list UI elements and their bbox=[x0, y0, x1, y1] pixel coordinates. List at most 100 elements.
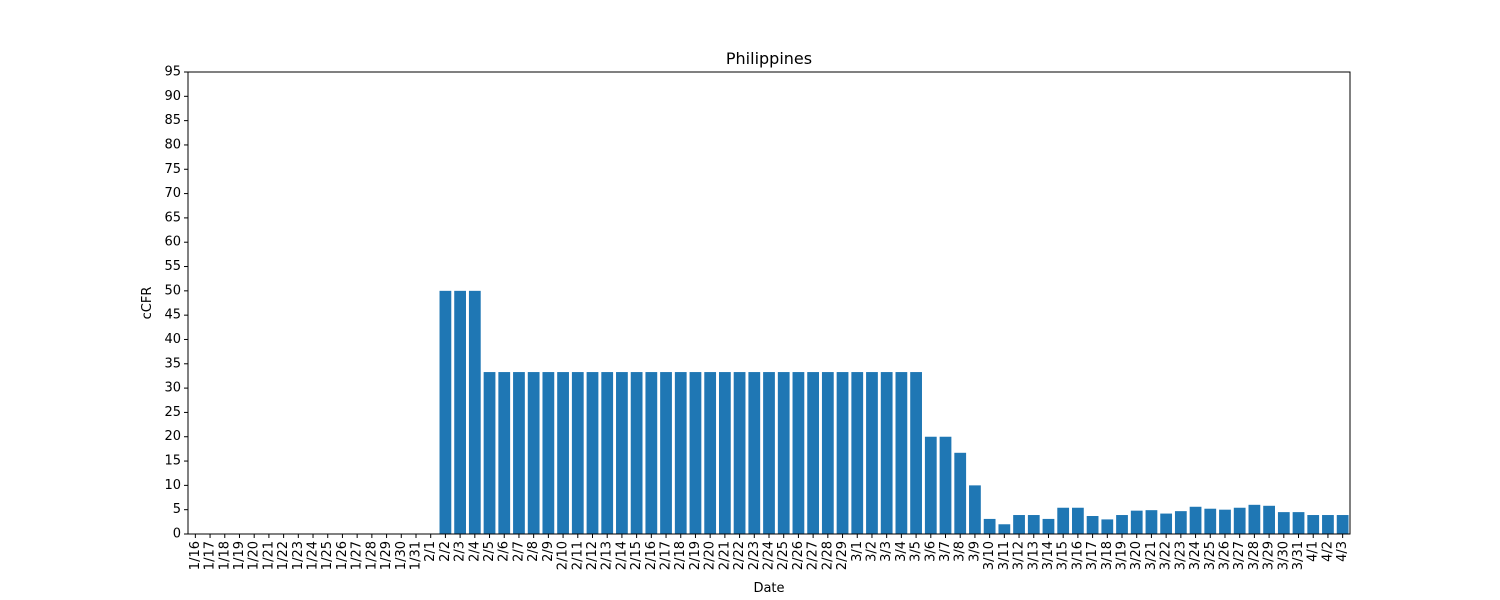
bar-3-24 bbox=[1189, 506, 1202, 534]
bar-3-27 bbox=[1233, 507, 1246, 534]
x-tick-label: 3/4 bbox=[894, 541, 909, 562]
x-tick-label: 1/24 bbox=[306, 541, 321, 570]
x-tick-label: 2/29 bbox=[835, 541, 850, 570]
x-tick-label: 3/10 bbox=[982, 541, 997, 570]
y-tick-label: 20 bbox=[164, 429, 181, 444]
bars-group bbox=[439, 290, 1349, 534]
x-tick-label: 3/6 bbox=[923, 541, 938, 562]
x-tick-label: 3/7 bbox=[938, 541, 953, 562]
x-tick-label: 3/23 bbox=[1173, 541, 1188, 570]
bar-3-14 bbox=[1042, 518, 1055, 534]
x-tick-label: 2/4 bbox=[467, 541, 482, 562]
bar-2-12 bbox=[586, 372, 599, 534]
bar-4-1 bbox=[1307, 515, 1320, 534]
bar-2-7 bbox=[513, 372, 525, 534]
bar-3-20 bbox=[1130, 510, 1143, 534]
x-tick-label: 3/13 bbox=[1026, 541, 1041, 570]
bar-3-12 bbox=[1013, 515, 1025, 534]
y-tick-label: 0 bbox=[173, 527, 181, 542]
x-tick-label: 3/12 bbox=[1012, 541, 1027, 570]
bar-2-11 bbox=[571, 372, 584, 534]
bar-2-5 bbox=[483, 372, 496, 534]
bar-2-20 bbox=[704, 372, 717, 534]
x-tick-label: 2/28 bbox=[820, 541, 835, 570]
x-tick-label: 2/14 bbox=[614, 541, 629, 570]
bar-2-28 bbox=[821, 372, 834, 534]
y-tick-label: 40 bbox=[164, 332, 181, 347]
bar-3-11 bbox=[998, 524, 1011, 534]
x-tick-label: 3/31 bbox=[1291, 541, 1306, 570]
bar-2-27 bbox=[807, 372, 820, 534]
bar-3-29 bbox=[1263, 505, 1275, 534]
bar-3-10 bbox=[983, 518, 996, 534]
x-tick-label: 2/27 bbox=[806, 541, 821, 570]
bar-3-1 bbox=[851, 372, 864, 534]
x-tick-label: 3/29 bbox=[1262, 541, 1277, 570]
x-tick-label: 1/29 bbox=[379, 541, 394, 570]
bar-2-14 bbox=[616, 372, 628, 534]
x-tick-label: 2/9 bbox=[541, 541, 556, 562]
x-tick-label: 2/8 bbox=[526, 541, 541, 562]
bar-3-9 bbox=[969, 485, 981, 534]
bar-3-17 bbox=[1086, 516, 1099, 534]
bar-2-8 bbox=[527, 372, 540, 534]
bar-3-21 bbox=[1145, 510, 1158, 534]
y-tick-label: 95 bbox=[164, 65, 181, 80]
x-tick-label: 3/28 bbox=[1247, 541, 1262, 570]
x-axis: 1/16 1/17 1/18 1/19 1/20 1/21 1/22 1/23 1/24 1/25… bbox=[188, 534, 1350, 570]
bar-3-8 bbox=[954, 452, 967, 534]
x-tick-label: 2/20 bbox=[703, 541, 718, 570]
bar-2-9 bbox=[542, 372, 555, 534]
x-tick-label: 2/3 bbox=[453, 541, 468, 562]
x-tick-label: 1/16 bbox=[188, 541, 203, 570]
y-axis: 0 5 10 15 20 25 30 35 40 45 50 55 60 65 70 75 80 85 90 95 bbox=[164, 65, 188, 542]
x-tick-label: 3/1 bbox=[850, 541, 865, 562]
x-tick-label: 3/26 bbox=[1217, 541, 1232, 570]
bar-2-23 bbox=[748, 372, 761, 534]
x-axis-title: Date bbox=[753, 581, 784, 596]
bar-2-6 bbox=[498, 372, 511, 534]
bar-3-28 bbox=[1248, 504, 1261, 534]
bar-2-24 bbox=[763, 372, 775, 534]
x-tick-label: 2/13 bbox=[600, 541, 615, 570]
y-tick-label: 35 bbox=[164, 356, 181, 371]
x-tick-label: 3/14 bbox=[1041, 541, 1056, 570]
x-tick-label: 3/9 bbox=[967, 541, 982, 562]
bar-2-3 bbox=[454, 290, 466, 534]
x-tick-label: 2/26 bbox=[791, 541, 806, 570]
y-tick-label: 10 bbox=[164, 478, 181, 493]
bar-3-26 bbox=[1219, 509, 1231, 534]
x-tick-label: 3/24 bbox=[1188, 541, 1203, 570]
x-tick-label: 2/24 bbox=[762, 541, 777, 570]
bar-3-6 bbox=[924, 436, 937, 534]
x-tick-label: 2/18 bbox=[673, 541, 688, 570]
x-tick-label: 2/7 bbox=[511, 541, 526, 562]
bar-3-18 bbox=[1101, 519, 1114, 534]
x-tick-label: 1/23 bbox=[291, 541, 306, 570]
y-tick-label: 45 bbox=[164, 308, 181, 323]
x-tick-label: 2/19 bbox=[688, 541, 703, 570]
x-tick-label: 3/22 bbox=[1159, 541, 1174, 570]
x-tick-label: 1/22 bbox=[276, 541, 291, 570]
x-tick-label: 3/21 bbox=[1144, 541, 1159, 570]
x-tick-label: 2/22 bbox=[732, 541, 747, 570]
bar-2-16 bbox=[645, 372, 658, 534]
x-tick-label: 2/21 bbox=[717, 541, 732, 570]
x-tick-label: 1/25 bbox=[320, 541, 335, 570]
x-tick-label: 2/2 bbox=[438, 541, 453, 562]
bar-2-10 bbox=[557, 372, 569, 534]
x-tick-label: 2/16 bbox=[644, 541, 659, 570]
bar-3-15 bbox=[1057, 507, 1070, 534]
x-tick-label: 2/25 bbox=[776, 541, 791, 570]
x-tick-label: 2/5 bbox=[482, 541, 497, 562]
bar-3-22 bbox=[1160, 513, 1173, 534]
x-tick-label: 2/11 bbox=[570, 541, 585, 570]
y-tick-label: 65 bbox=[164, 210, 181, 225]
bar-2-4 bbox=[468, 290, 481, 534]
bar-3-5 bbox=[910, 372, 922, 534]
bar-3-7 bbox=[939, 436, 952, 534]
x-tick-label: 3/27 bbox=[1232, 541, 1247, 570]
x-tick-label: 3/18 bbox=[1100, 541, 1115, 570]
x-tick-label: 2/1 bbox=[423, 541, 438, 562]
x-tick-label: 3/3 bbox=[879, 541, 894, 562]
